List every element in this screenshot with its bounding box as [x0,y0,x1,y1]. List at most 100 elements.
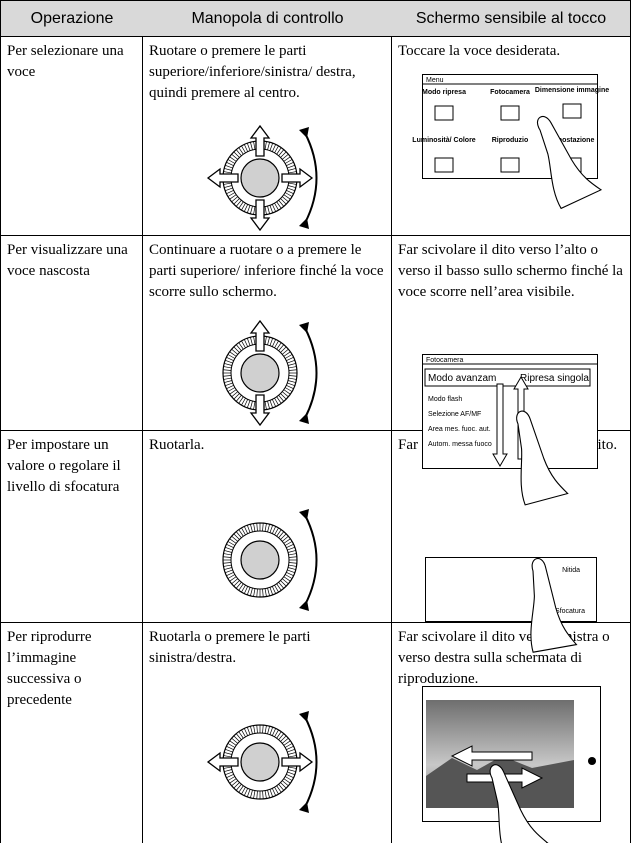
wheel-ridge [231,578,239,585]
wheel-ridge [264,401,267,410]
wheel-ridge [278,531,285,539]
wheel-ridge [226,384,234,389]
wheel-ridge [276,147,282,155]
wheel-ridge [223,562,232,564]
wheel-ridge [224,168,233,171]
list-item: Modo flash [428,396,462,403]
wheel-ridge [238,583,244,591]
wheel-ridge [244,586,249,594]
header-cell: Schermo sensibile al tocco [392,0,631,37]
wheel-ridge [223,375,232,377]
wheel-ridge [288,182,297,185]
wheel-ridge [229,351,237,357]
wheel-ridge [235,733,242,741]
wheel-ridge [274,202,279,211]
wheel-ridge [224,769,233,772]
wheel-ridge [287,360,295,364]
direction-arrow [281,167,314,189]
wheel-ridge [244,788,249,796]
wheel-ridge [274,340,279,349]
wheel-ridge [267,524,270,533]
wheel-ridge [256,790,258,799]
wheel-ridge [223,766,232,769]
wheel-ridge [223,171,232,174]
wheel-ridge [226,773,234,778]
wheel-ridge [287,769,296,772]
center-button [240,540,280,580]
wheel-ridge [283,389,291,395]
finger [536,115,603,210]
wheel-ridge [223,366,232,369]
wheel-ridge [238,147,244,155]
wheel-ridge [267,205,270,214]
wheel-ridge [280,580,287,587]
wheel-ridge [241,584,246,593]
wheel-ridge [281,391,289,398]
wheel-ridge [278,783,285,791]
wheel-ridge [286,162,294,167]
menu-item: Riproduzio [492,137,529,144]
rotate-arrow [304,327,318,419]
wheel-ridge [250,587,253,596]
header-cell: Operazione [0,0,144,37]
wheel-ridge [280,533,287,540]
wheel-ridge [274,584,279,593]
wheel-ridge [271,339,276,347]
wheel-ridge [235,783,242,791]
wheel-ridge [280,198,287,205]
wheel-ridge [267,337,270,346]
wheel-ridge [288,369,297,371]
wheel-ridge [280,393,287,400]
wheel-ridge [229,389,237,395]
wheel-ridge [288,562,297,564]
menu-icon [500,105,520,121]
wheel-ridge [288,366,297,369]
menu-screen: Menu Modo ripresa Fotocamera Dimensione imm… [412,74,609,210]
wheel-ridge [286,357,294,362]
list-screen: Fotocamera Modo avanzam Ripresa singola Mod… [422,354,598,506]
wheel-ridge [283,538,291,544]
wheel-ridge [223,377,232,380]
wheel-ridge [231,780,239,787]
wheel-ridge [286,773,294,778]
wheel-ridge [276,731,282,739]
wheel-ridge [225,569,233,573]
wheel-ridge [225,771,233,775]
wheel-ridge [241,527,246,536]
wheel-ridge [253,725,256,734]
wheel-ridge [281,348,289,355]
table-cell: Continuare a ruotare o a premere le part… [143,236,392,431]
direction-arrow [281,751,314,773]
wheel-ridge [250,337,253,346]
wheel-ridge [287,547,295,551]
wheel-ridge [267,400,270,409]
wheel-ridge [276,529,282,537]
wheel-ridge [250,789,253,798]
playback-screen [422,686,601,843]
wheel-ridge [224,185,233,188]
wheel-ridge [227,574,236,579]
wheel-ridge [224,380,233,383]
wheel-ridge [238,785,244,793]
wheel-ridge [225,749,233,753]
table-cell: Per riprodurre l’immagine successiva o p… [0,623,143,843]
wheel-ridge [271,399,276,407]
wheel-ridge [225,165,233,169]
wheel-ridge [231,535,239,542]
wheel-ridge [250,205,253,214]
wheel-ridge [233,735,240,742]
wheel-ridge [247,525,251,533]
rotate-head [299,509,309,611]
wheel-ridge [262,523,264,532]
menu-item: Luminosità/ Colore [412,137,476,144]
wheel-ridge [253,336,256,345]
screen-title: Fotocamera [426,357,463,364]
wheel-ridge [288,755,297,758]
wheel-ridge [244,728,249,736]
wheel-ridge [244,526,249,534]
wheel-ridge [244,204,249,212]
slider-screen: Nitida Sfocatura [425,557,597,653]
wheel-ridge [267,789,270,798]
list-item: Autom. messa fuoco [428,441,492,448]
table-cell: Per impostare un valore o regolare il li… [0,431,143,623]
